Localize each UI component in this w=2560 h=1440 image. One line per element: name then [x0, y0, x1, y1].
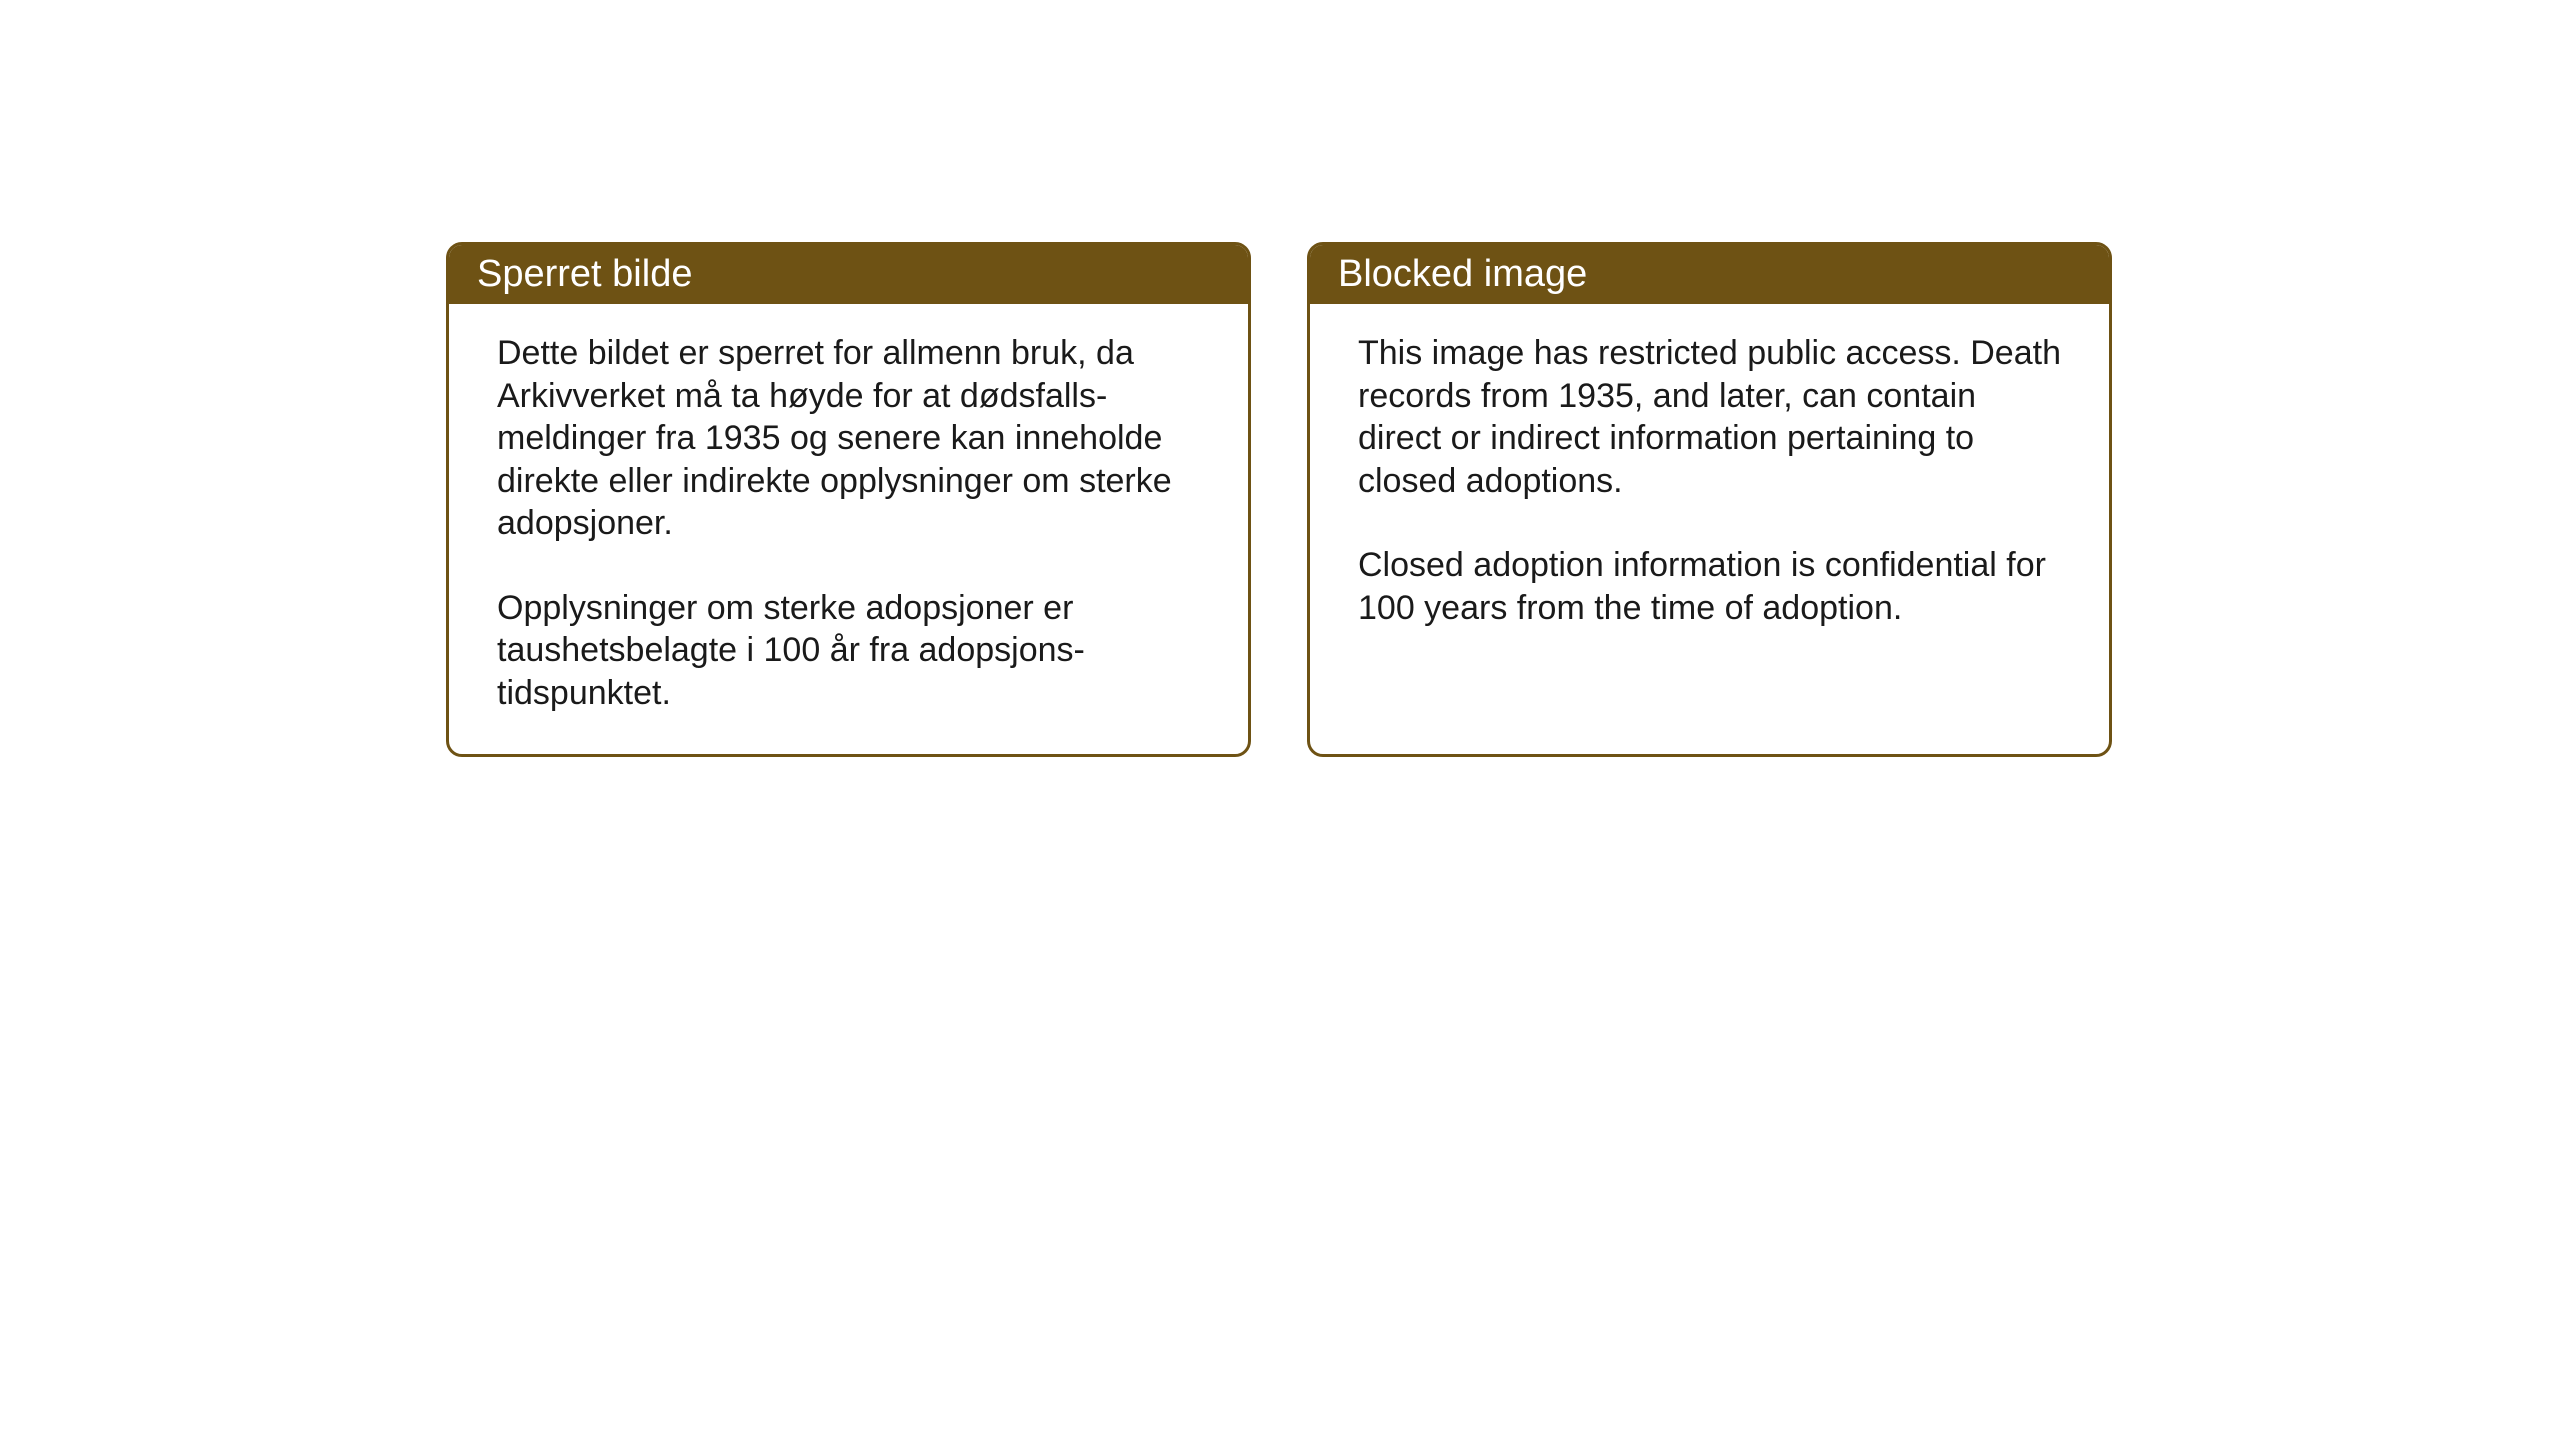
notice-paragraph: Dette bildet er sperret for allmenn bruk… — [497, 332, 1200, 545]
notice-paragraph: Closed adoption information is confident… — [1358, 544, 2061, 629]
notice-paragraph: Opplysninger om sterke adopsjoner er tau… — [497, 587, 1200, 715]
notice-container: Sperret bilde Dette bildet er sperret fo… — [446, 242, 2112, 757]
notice-body-norwegian: Dette bildet er sperret for allmenn bruk… — [449, 304, 1248, 754]
notice-card-norwegian: Sperret bilde Dette bildet er sperret fo… — [446, 242, 1251, 757]
notice-paragraph: This image has restricted public access.… — [1358, 332, 2061, 502]
notice-card-english: Blocked image This image has restricted … — [1307, 242, 2112, 757]
notice-header-english: Blocked image — [1310, 245, 2109, 304]
notice-body-english: This image has restricted public access.… — [1310, 304, 2109, 724]
notice-header-norwegian: Sperret bilde — [449, 245, 1248, 304]
